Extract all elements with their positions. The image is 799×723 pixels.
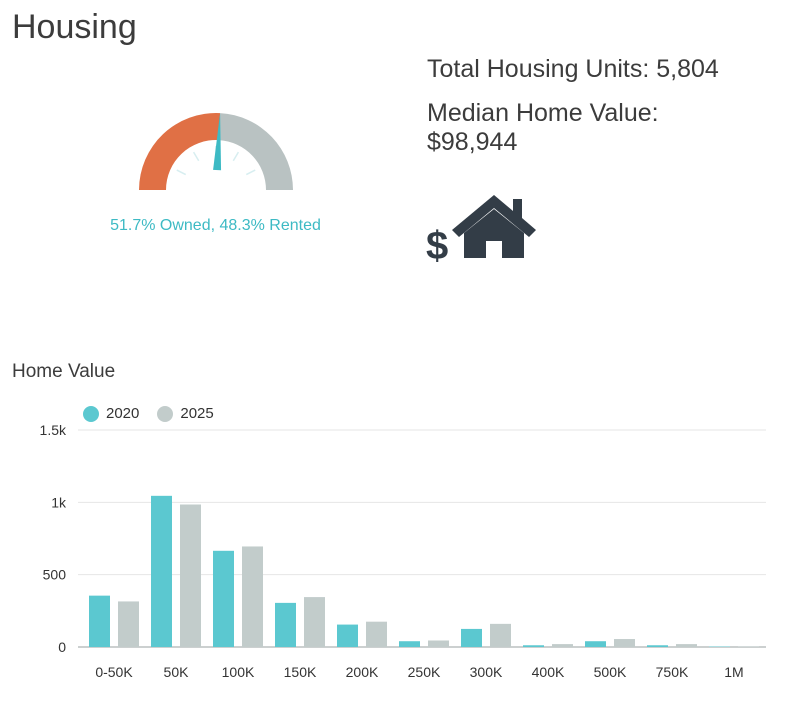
- gauge-tick: [232, 151, 240, 162]
- legend-swatch-2020: [83, 405, 99, 422]
- y-tick-label: 1k: [51, 494, 67, 510]
- bar-2020-300K: [461, 628, 482, 647]
- gauge-rented-arc: [218, 113, 293, 190]
- median-home-value: $98,944: [427, 128, 518, 156]
- legend-label-2025: 2025: [180, 405, 214, 422]
- house-dollar-icon: $: [426, 195, 536, 264]
- page-title: Housing: [12, 8, 137, 46]
- x-tick-label: 200K: [346, 664, 379, 680]
- bar-2025-200K: [366, 621, 387, 647]
- x-tick-label: 1M: [724, 664, 743, 680]
- bar-2020-150K: [275, 602, 296, 647]
- bar-2025-750K: [676, 644, 697, 647]
- bar-2020-50K: [151, 495, 172, 647]
- gauge-owned-arc: [139, 113, 221, 190]
- y-tick-label: 1.5k: [40, 422, 67, 438]
- gauge-tick: [245, 169, 256, 176]
- x-tick-label: 150K: [284, 664, 317, 680]
- legend-item-2025[interactable]: 2025: [157, 405, 214, 422]
- x-tick-label: 100K: [222, 664, 255, 680]
- legend-item-2020[interactable]: 2020: [83, 405, 139, 422]
- svg-text:$: $: [426, 224, 448, 264]
- bar-2025-300K: [490, 623, 511, 647]
- gauge-caption: 51.7% Owned, 48.3% Rented: [110, 217, 321, 234]
- home-value-chart: 0 500 1k 1.5k 0-50K 50K 100K 150K 200K 250K 300K 40…: [40, 422, 766, 680]
- bar-2020-200K: [337, 624, 358, 647]
- chart-legend: 2020 2025: [83, 405, 232, 422]
- bar-2020-0-50K: [89, 595, 110, 647]
- bar-2025-0-50K: [118, 601, 139, 647]
- median-home-value-label: Median Home Value:: [427, 99, 659, 127]
- bar-2025-400K: [552, 644, 573, 647]
- bar-2020-250K: [399, 641, 420, 647]
- x-tick-label: 250K: [408, 664, 441, 680]
- x-tick-label: 0-50K: [95, 664, 133, 680]
- bar-2020-750K: [647, 645, 668, 647]
- x-tick-label: 300K: [470, 664, 503, 680]
- chart-title: Home Value: [12, 361, 116, 382]
- gauge-tick: [192, 151, 200, 162]
- bar-2025-1M: [738, 646, 759, 647]
- legend-label-2020: 2020: [106, 405, 140, 422]
- bar-2020-100K: [213, 550, 234, 647]
- bar-2025-500K: [614, 639, 635, 647]
- bar-2020-400K: [523, 645, 544, 647]
- y-tick-label: 0: [58, 639, 66, 655]
- total-housing-units: Total Housing Units: 5,804: [427, 55, 719, 83]
- ownership-gauge: [139, 113, 293, 190]
- gauge-tick: [176, 169, 187, 176]
- gauge-needle: [213, 113, 222, 171]
- x-tick-label: 750K: [656, 664, 689, 680]
- legend-swatch-2025: [157, 405, 174, 422]
- x-tick-label: 50K: [164, 664, 190, 680]
- x-tick-label: 400K: [532, 664, 565, 680]
- bar-2025-50K: [180, 504, 201, 647]
- x-tick-label: 500K: [594, 664, 627, 680]
- bar-2020-500K: [585, 641, 606, 647]
- bar-2025-100K: [242, 546, 263, 647]
- bar-2025-150K: [304, 597, 325, 647]
- bar-2025-250K: [428, 640, 449, 647]
- y-tick-label: 500: [43, 567, 67, 583]
